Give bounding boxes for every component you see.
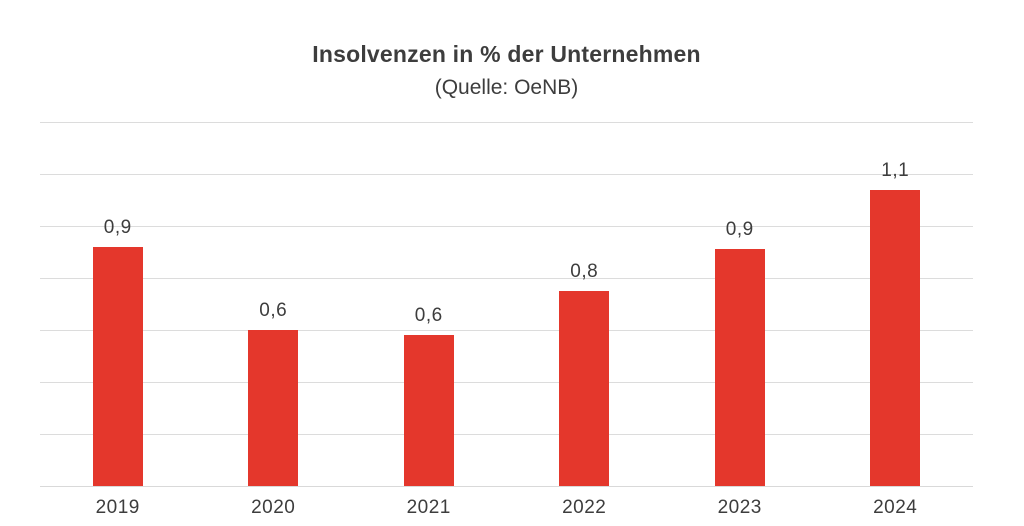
x-axis-line (40, 486, 973, 487)
x-axis-label-2021: 2021 (406, 497, 451, 518)
bar-value-label-2019: 0,9 (103, 216, 132, 238)
x-axis-label-2020: 2020 (251, 497, 296, 518)
x-axis-label-2019: 2019 (95, 497, 140, 518)
chart-title: Insolvenzen in % der Unternehmen (312, 41, 701, 67)
bar-value-label-2021: 0,6 (414, 305, 443, 327)
chart-subtitle: (Quelle: OeNB) (434, 76, 579, 99)
bar-2023 (714, 249, 765, 486)
bar-2022 (559, 291, 610, 486)
bar-2020 (248, 330, 299, 486)
x-axis-label-2024: 2024 (873, 497, 918, 518)
bar-2021 (403, 335, 454, 486)
bar-slot-2023: 0,9 (662, 122, 818, 486)
gridline (40, 330, 973, 331)
gridline (40, 278, 973, 279)
gridline (40, 434, 973, 435)
bar-value-label-2022: 0,8 (570, 261, 599, 282)
x-axis-label-2022: 2022 (562, 497, 607, 518)
x-axis-labels: 2019 2020 2021 2022 2023 2024 (40, 495, 973, 521)
bar-slot-2022: 0,8 (507, 122, 663, 486)
bar-slot-2020: 0,6 (196, 122, 352, 486)
bar-2019 (92, 246, 143, 486)
gridline (40, 174, 973, 175)
gridline (40, 226, 973, 227)
bar-slot-2021: 0,6 (351, 122, 507, 486)
bar-slot-2024: 1,1 (818, 122, 974, 486)
x-axis-label-2023: 2023 (717, 497, 762, 518)
plot-area: 0,9 0,6 0,6 0,8 0,9 1,1 (40, 122, 973, 487)
bar-value-label-2023: 0,9 (725, 219, 754, 241)
gridline (40, 122, 973, 123)
bar-value-label-2020: 0,6 (259, 300, 288, 321)
bar-slot-2019: 0,9 (40, 122, 196, 486)
bar-value-label-2024: 1,1 (881, 159, 910, 181)
gridline (40, 382, 973, 383)
bars-layer: 0,9 0,6 0,6 0,8 0,9 1,1 (40, 122, 973, 486)
bar-2024 (870, 189, 921, 486)
